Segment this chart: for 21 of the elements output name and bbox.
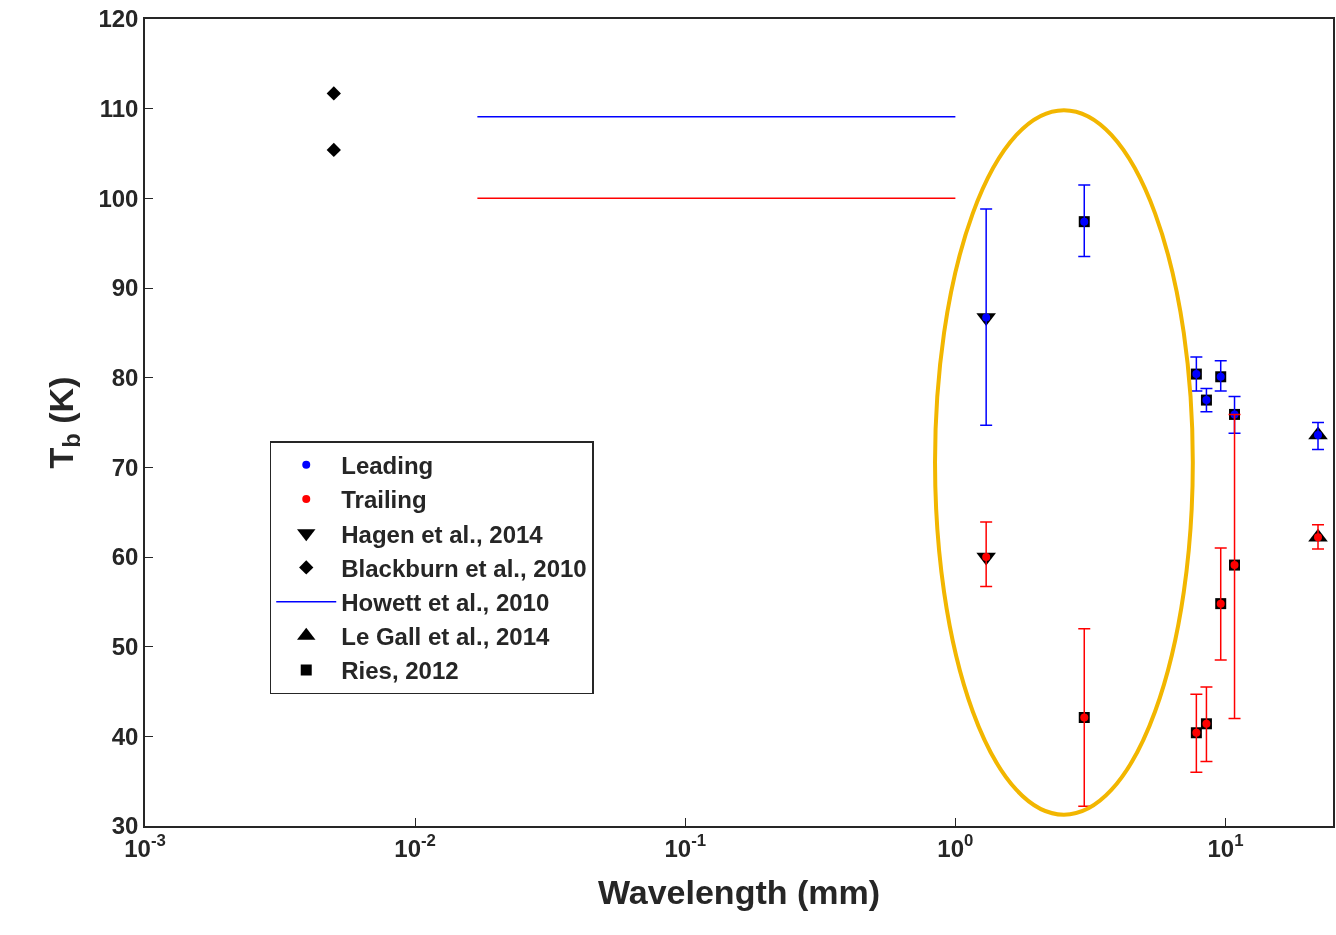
legend-label: Le Gall et al., 2014 (341, 623, 551, 651)
legend-label: Hagen et al., 2014 (341, 520, 544, 548)
y-tick-label: 80 (111, 364, 139, 392)
y-tick-label: 60 (111, 543, 139, 571)
x-tick-label: 10$^{-1}$ (664, 831, 707, 862)
legend-label: Ries, 2012 (341, 657, 459, 685)
y-tick-label: 110 (99, 95, 139, 123)
legend-label: Leading (341, 452, 434, 480)
x-tick-label: 10$^{0}$ (937, 831, 974, 862)
y-tick-label: 70 (111, 453, 139, 481)
y-tick-label: 50 (111, 633, 139, 661)
x-tick-label: 10$^{-2}$ (394, 831, 436, 862)
legend-label: Blackburn et al., 2010 (341, 554, 587, 582)
legend-label: Trailing (341, 486, 427, 514)
y-tick-label: 90 (111, 274, 139, 302)
legend-label: Howett et al., 2010 (341, 589, 550, 617)
x-tick-label: 10$^{1}$ (1207, 831, 1244, 862)
y-tick-label: 100 (98, 184, 139, 212)
y-tick-label: 40 (111, 722, 139, 750)
y-tick-label: 120 (98, 5, 139, 33)
x-axis-title: Wavelength (mm) (597, 873, 881, 912)
